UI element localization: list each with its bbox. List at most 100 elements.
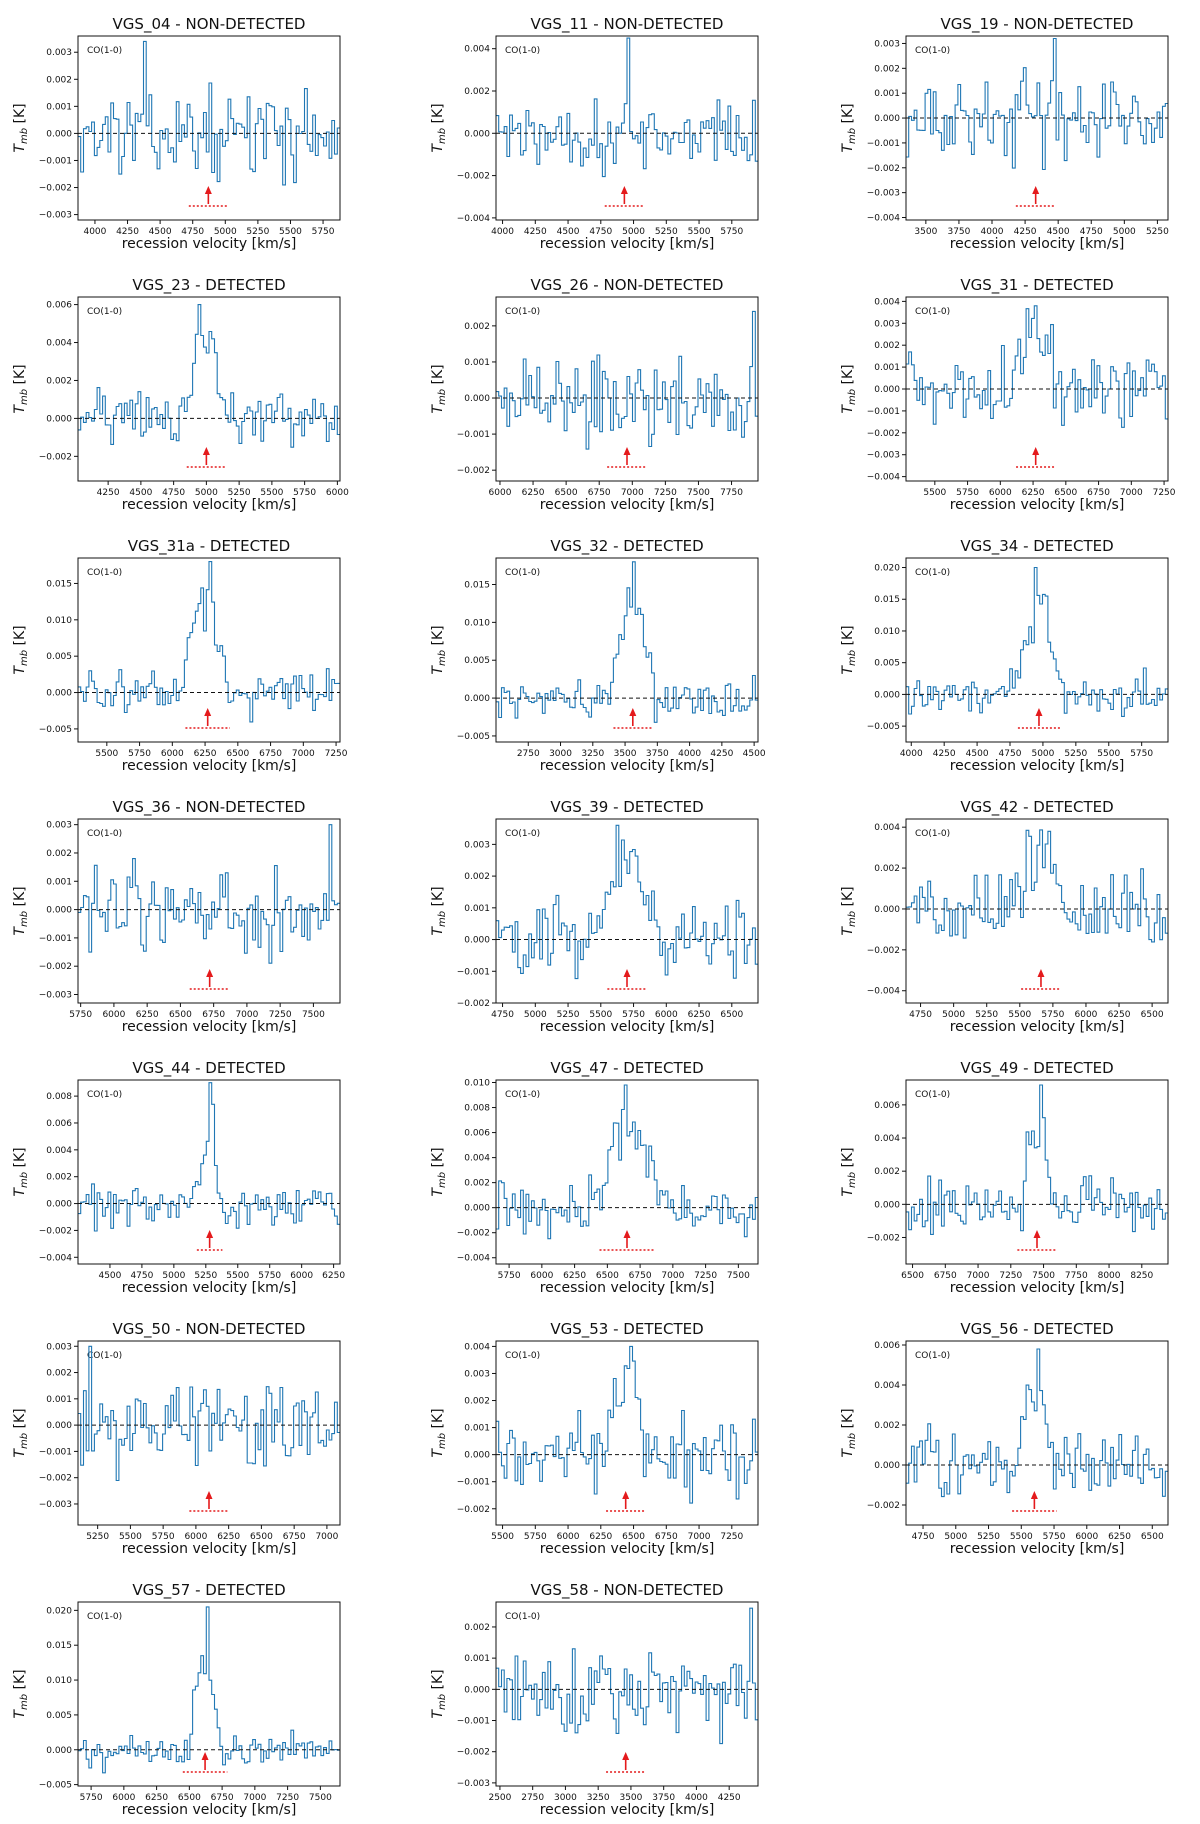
y-tick-label: −0.002 (457, 1748, 490, 1758)
x-tick-label: 4000 (981, 227, 1004, 237)
x-tick-label: 7250 (654, 488, 677, 498)
x-tick-label: 5500 (279, 227, 302, 237)
x-tick-label: 5500 (1008, 1010, 1031, 1020)
y-tick-label: 0.010 (464, 618, 490, 628)
y-tick-label: 0.002 (464, 1397, 490, 1407)
y-tick-label: 0.000 (874, 1200, 900, 1210)
plot-frame (77, 1601, 341, 1787)
y-tick-label: 0.015 (46, 579, 72, 589)
x-tick-label: 5750 (498, 1271, 521, 1281)
x-tick-label: 4500 (149, 227, 172, 237)
y-axis-label: Tmb [K] (12, 1408, 30, 1457)
x-tick-label: 2750 (517, 749, 540, 759)
line-annotation: CO(1-0) (87, 829, 122, 839)
y-tick-label: −0.003 (457, 1779, 490, 1789)
line-annotation: CO(1-0) (505, 307, 540, 317)
x-tick-label: 6250 (563, 1271, 586, 1281)
y-axis-label: Tmb [K] (430, 625, 448, 674)
y-tick-label: −0.001 (457, 1717, 490, 1727)
x-tick-label: 6500 (250, 1532, 273, 1542)
y-tick-label: 0.020 (874, 564, 900, 574)
x-tick-label: 5250 (1146, 227, 1169, 237)
x-tick-label: 6250 (1022, 488, 1045, 498)
y-tick-label: 0.005 (46, 1711, 72, 1721)
spectrum-panel: VGS_39 - DETECTED CO(1-0) 4750 5000 5250 5500… (430, 798, 759, 1035)
spectrum-panel: VGS_56 - DETECTED CO(1-0) 4750 5000 5250 5500… (840, 1320, 1169, 1557)
plot-frame (77, 1340, 341, 1526)
velocity-arrow-head (620, 186, 628, 194)
y-tick-label: −0.002 (867, 1501, 900, 1511)
plot-frame (905, 557, 1169, 743)
spectrum-series (496, 37, 758, 178)
x-axis-label: recession velocity [km/s] (950, 497, 1125, 513)
y-tick-label: 0.002 (464, 87, 490, 97)
x-tick-label: 6750 (211, 1793, 234, 1803)
y-tick-label: 0.020 (46, 1606, 72, 1616)
x-tick-label: 5500 (95, 749, 118, 759)
spectrum-panel: VGS_36 - NON-DETECTED CO(1-0) 5750 6000 6250… (12, 798, 341, 1035)
y-tick-label: −0.002 (39, 1474, 72, 1484)
y-axis-label: Tmb [K] (840, 1408, 858, 1457)
x-tick-label: 5000 (942, 1010, 965, 1020)
velocity-arrow-head (205, 1491, 213, 1499)
y-tick-label: −0.005 (457, 732, 490, 742)
x-tick-label: 5750 (720, 227, 743, 237)
x-tick-label: 5000 (1113, 227, 1136, 237)
y-axis-label: Tmb [K] (840, 625, 858, 674)
x-axis-label: recession velocity [km/s] (122, 758, 297, 774)
velocity-arrow-head (623, 969, 631, 977)
y-tick-label: 0.001 (464, 1424, 490, 1434)
x-tick-label: 4000 (900, 749, 923, 759)
x-tick-label: 7250 (720, 1532, 743, 1542)
panel-title: VGS_49 - DETECTED (960, 1059, 1113, 1078)
y-tick-label: 0.015 (46, 1641, 72, 1651)
panel-title: VGS_19 - NON-DETECTED (941, 15, 1134, 34)
x-tick-label: 4000 (83, 227, 106, 237)
panel-title: VGS_26 - NON-DETECTED (531, 276, 724, 295)
line-annotation: CO(1-0) (87, 568, 122, 578)
x-tick-label: 3500 (914, 227, 937, 237)
plot-frame (905, 35, 1169, 221)
x-tick-label: 6750 (283, 1532, 306, 1542)
x-tick-label: 3500 (614, 749, 637, 759)
y-tick-label: 0.006 (874, 1341, 900, 1351)
y-tick-label: 0.015 (874, 595, 900, 605)
x-tick-label: 6000 (1075, 1010, 1098, 1020)
x-tick-label: 6500 (622, 1532, 645, 1542)
spectrum-panel: VGS_57 - DETECTED CO(1-0) 5750 6000 6250 6500… (12, 1581, 341, 1818)
y-axis-label: Tmb [K] (840, 886, 858, 935)
y-tick-label: −0.002 (867, 1233, 900, 1243)
y-tick-label: −0.003 (39, 1500, 72, 1510)
y-axis-label: Tmb [K] (430, 364, 448, 413)
y-tick-label: 0.006 (46, 301, 72, 311)
y-tick-label: −0.005 (39, 1781, 72, 1791)
velocity-arrow-head (1037, 969, 1045, 977)
x-tick-label: 6250 (1108, 1010, 1131, 1020)
x-tick-label: 7250 (999, 1271, 1022, 1281)
line-annotation: CO(1-0) (87, 1612, 122, 1622)
x-axis-label: recession velocity [km/s] (122, 1280, 297, 1296)
x-tick-label: 4250 (1014, 227, 1037, 237)
spectrum-series (906, 566, 1168, 717)
panel-title: VGS_04 - NON-DETECTED (113, 15, 306, 34)
spectrum-panel: VGS_32 - DETECTED CO(1-0) 2750 3000 3250 3500… (430, 537, 766, 774)
x-tick-label: 6250 (136, 1010, 159, 1020)
x-tick-label: 8250 (1130, 1271, 1153, 1281)
spectrum-panel: VGS_04 - NON-DETECTED CO(1-0) 4000 4250 4500… (12, 15, 341, 252)
y-tick-label: 0.010 (46, 616, 72, 626)
y-tick-label: 0.010 (874, 627, 900, 637)
x-tick-label: 5500 (226, 1271, 249, 1281)
y-axis-label: Tmb [K] (12, 1669, 30, 1718)
spectrum-panel: VGS_31a - DETECTED CO(1-0) 5500 5750 6000 625… (12, 537, 348, 774)
x-tick-label: 4250 (710, 749, 733, 759)
y-axis-label: Tmb [K] (12, 1147, 30, 1196)
plot-frame (495, 35, 759, 221)
panel-title: VGS_44 - DETECTED (132, 1059, 285, 1078)
plot-frame (77, 1079, 341, 1265)
x-tick-label: 5250 (977, 1532, 1000, 1542)
x-tick-label: 7250 (694, 1271, 717, 1281)
x-tick-label: 7500 (727, 1271, 750, 1281)
x-tick-label: 6000 (184, 1532, 207, 1542)
x-tick-label: 3250 (587, 1793, 610, 1803)
plot-frame (77, 557, 341, 743)
